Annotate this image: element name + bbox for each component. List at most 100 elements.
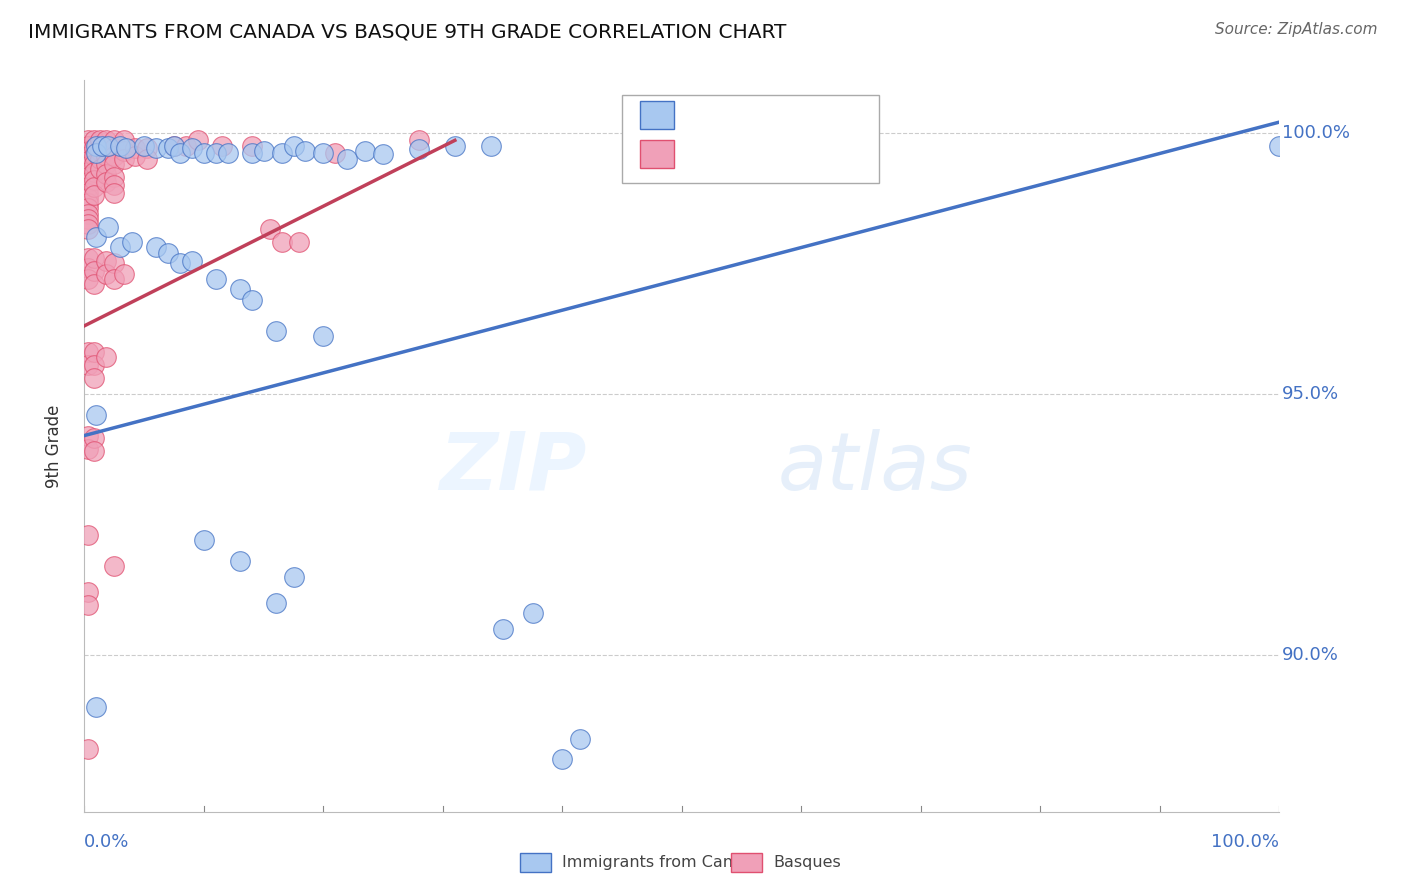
Point <box>169 146 191 161</box>
Point <box>86 700 108 714</box>
Point <box>551 752 574 766</box>
Point <box>83 164 105 178</box>
Point <box>103 169 125 184</box>
Point <box>86 146 108 161</box>
Text: N = 87: N = 87 <box>783 145 844 163</box>
Point <box>89 144 111 158</box>
Point <box>77 261 100 276</box>
Point <box>121 235 143 250</box>
Point <box>135 141 157 155</box>
Point <box>112 144 135 158</box>
Point <box>193 146 215 161</box>
Point <box>77 180 100 194</box>
Point <box>94 157 117 171</box>
Point <box>373 147 395 161</box>
Point <box>240 293 263 307</box>
Point <box>94 133 117 147</box>
Point <box>288 235 311 250</box>
Point <box>169 256 191 270</box>
Point <box>312 329 335 343</box>
Point <box>217 146 239 161</box>
Point <box>86 408 108 422</box>
Point <box>193 533 215 547</box>
Point <box>124 149 146 163</box>
Point <box>77 164 100 178</box>
Point <box>83 444 105 458</box>
Point <box>408 142 430 156</box>
Point <box>77 191 100 205</box>
Text: N = 46: N = 46 <box>783 106 844 124</box>
Point <box>83 251 105 265</box>
Point <box>94 253 117 268</box>
Point <box>1268 138 1291 153</box>
Point <box>157 245 180 260</box>
Point <box>294 144 316 158</box>
Text: 100.0%: 100.0% <box>1212 832 1279 851</box>
Point <box>145 240 167 254</box>
Point <box>77 186 100 200</box>
Point <box>354 144 377 158</box>
Point <box>77 599 100 613</box>
Point <box>83 149 105 163</box>
Text: 9th Grade: 9th Grade <box>45 404 63 488</box>
Point <box>163 138 186 153</box>
Point <box>205 272 228 286</box>
Text: 100.0%: 100.0% <box>1282 123 1350 142</box>
Point <box>312 146 335 161</box>
Point <box>83 188 105 202</box>
Point <box>94 149 117 163</box>
Point <box>103 157 125 171</box>
Point <box>77 138 100 153</box>
Point <box>103 559 125 574</box>
Point <box>103 178 125 192</box>
Point <box>91 138 114 153</box>
Point <box>283 569 305 583</box>
Point <box>157 141 180 155</box>
Point <box>77 442 100 456</box>
Point <box>479 138 502 153</box>
Point <box>77 149 100 163</box>
Point <box>77 133 100 147</box>
Point <box>112 133 135 147</box>
Point <box>77 428 100 442</box>
Point <box>181 141 204 155</box>
Point <box>163 138 186 153</box>
Point <box>77 154 100 169</box>
Point <box>270 235 292 250</box>
Point <box>112 267 135 281</box>
Point <box>145 141 167 155</box>
Bar <box>640 102 673 129</box>
Point <box>187 133 209 147</box>
Point <box>83 371 105 385</box>
Point <box>94 167 117 181</box>
Point <box>83 172 105 186</box>
Point <box>83 264 105 278</box>
Point <box>89 162 111 177</box>
Point <box>86 230 108 244</box>
Point <box>124 141 146 155</box>
Point <box>83 358 105 372</box>
Text: atlas: atlas <box>778 429 973 507</box>
Point <box>110 138 132 153</box>
Point <box>259 222 281 236</box>
Point <box>77 211 100 226</box>
Point <box>77 206 100 220</box>
Point <box>270 146 292 161</box>
Point <box>408 133 430 147</box>
Point <box>103 186 125 200</box>
Point <box>115 141 138 155</box>
Point <box>86 138 108 153</box>
Point <box>94 350 117 364</box>
Point <box>569 731 592 746</box>
Text: IMMIGRANTS FROM CANADA VS BASQUE 9TH GRADE CORRELATION CHART: IMMIGRANTS FROM CANADA VS BASQUE 9TH GRA… <box>28 22 786 41</box>
Point <box>112 152 135 166</box>
Point <box>492 622 515 636</box>
Point <box>103 256 125 270</box>
Point <box>83 157 105 171</box>
Point <box>97 138 120 153</box>
Point <box>77 528 100 542</box>
Point <box>283 138 305 153</box>
Point <box>77 144 100 158</box>
Point <box>174 138 197 153</box>
Point <box>77 196 100 211</box>
